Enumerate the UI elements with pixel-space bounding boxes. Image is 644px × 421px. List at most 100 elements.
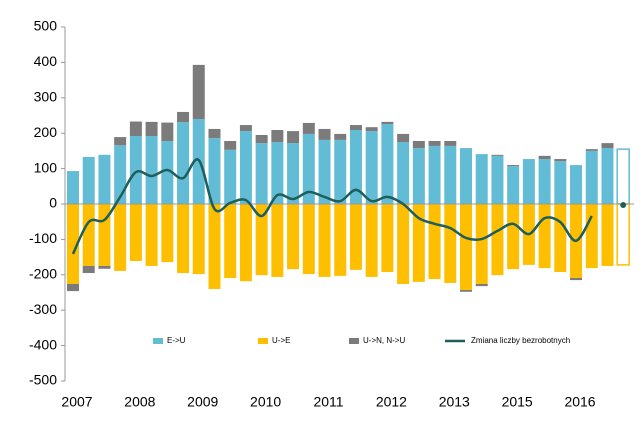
- bar: [287, 204, 300, 270]
- bar: [538, 155, 551, 160]
- x-tick-label: 2009: [187, 394, 218, 410]
- bar: [129, 121, 142, 137]
- bar: [67, 171, 79, 204]
- x-tick-label: 2010: [250, 394, 281, 410]
- bar: [98, 204, 111, 266]
- bar: [98, 154, 111, 204]
- x-tick-label: 2011: [313, 394, 343, 410]
- y-tick-label: 400: [34, 53, 58, 69]
- bar: [365, 127, 378, 132]
- y-tick-label: 500: [34, 18, 58, 34]
- x-tick-label: 2007: [61, 394, 92, 410]
- bar: [192, 204, 205, 275]
- legend-swatch: [153, 338, 163, 344]
- bar: [334, 133, 347, 140]
- bar: [444, 140, 457, 146]
- bar: [601, 148, 614, 204]
- bar: [67, 204, 79, 285]
- bar: [428, 145, 441, 204]
- bar: [192, 64, 205, 120]
- bar: [224, 149, 237, 204]
- bar: [475, 154, 488, 204]
- bar: [98, 265, 111, 269]
- bar: [302, 122, 315, 134]
- bar: [82, 156, 95, 204]
- bar: [239, 131, 252, 204]
- bar: [161, 204, 174, 263]
- line-point: [620, 202, 627, 209]
- y-tick-label: -500: [29, 372, 57, 388]
- bar: [412, 148, 425, 204]
- bar: [554, 204, 567, 272]
- bar: [538, 159, 551, 204]
- bar: [82, 204, 95, 266]
- legend-label: E->U: [167, 336, 186, 345]
- bar: [570, 277, 583, 281]
- y-tick-label: 300: [34, 89, 58, 105]
- bar: [177, 204, 190, 274]
- bar: [397, 204, 410, 285]
- y-tick-label: -300: [29, 301, 57, 317]
- bar: [585, 204, 598, 269]
- bar: [349, 204, 362, 270]
- bar: [318, 204, 331, 277]
- bar: [224, 140, 237, 150]
- bar: [177, 111, 190, 123]
- bar: [82, 265, 95, 274]
- bar: [145, 204, 158, 266]
- y-tick-label: 200: [34, 124, 58, 140]
- y-tick-label: 0: [49, 195, 57, 211]
- bar: [554, 159, 567, 162]
- bar: [491, 154, 504, 156]
- bar: [460, 290, 472, 292]
- bar: [570, 165, 583, 204]
- bar: [601, 143, 614, 149]
- x-tick-label: 2012: [376, 394, 407, 410]
- bar: [444, 145, 457, 204]
- bar: [255, 143, 268, 204]
- bar: [161, 122, 174, 141]
- line: [71, 158, 593, 255]
- bar: [287, 143, 300, 204]
- bar: [601, 204, 614, 266]
- legend-label: U->E: [272, 336, 290, 345]
- bar: [129, 204, 142, 261]
- bar: [460, 204, 472, 291]
- bar: [397, 142, 410, 204]
- bar: [145, 121, 158, 137]
- bar: [491, 155, 504, 204]
- bar: [318, 128, 331, 140]
- bar: [145, 136, 158, 204]
- legend-label: Zmiana liczby bezrobotnych: [471, 336, 570, 345]
- bar: [412, 140, 425, 149]
- legend-swatch: [349, 338, 359, 344]
- x-tick-label: 2008: [124, 394, 155, 410]
- y-tick-label: 100: [34, 159, 58, 175]
- bar: [616, 148, 630, 205]
- x-tick-label: 2016: [564, 394, 595, 410]
- bar: [208, 204, 221, 289]
- bar: [334, 139, 347, 204]
- bar: [428, 204, 441, 280]
- bar: [208, 138, 221, 204]
- bar: [67, 284, 79, 292]
- y-tick-label: -400: [29, 336, 57, 352]
- bar: [616, 203, 630, 266]
- bar: [585, 150, 598, 204]
- legend-swatch: [258, 338, 268, 344]
- bar: [271, 142, 284, 204]
- bar: [444, 204, 457, 283]
- bar: [507, 165, 520, 167]
- bar: [255, 204, 268, 276]
- bar: [239, 125, 252, 132]
- bar: [161, 140, 174, 204]
- bar: [318, 139, 331, 204]
- bar: [397, 133, 410, 143]
- bar: [412, 204, 425, 282]
- bar: [302, 133, 315, 204]
- bar: [349, 130, 362, 204]
- bar: [365, 131, 378, 204]
- bar: [475, 284, 488, 287]
